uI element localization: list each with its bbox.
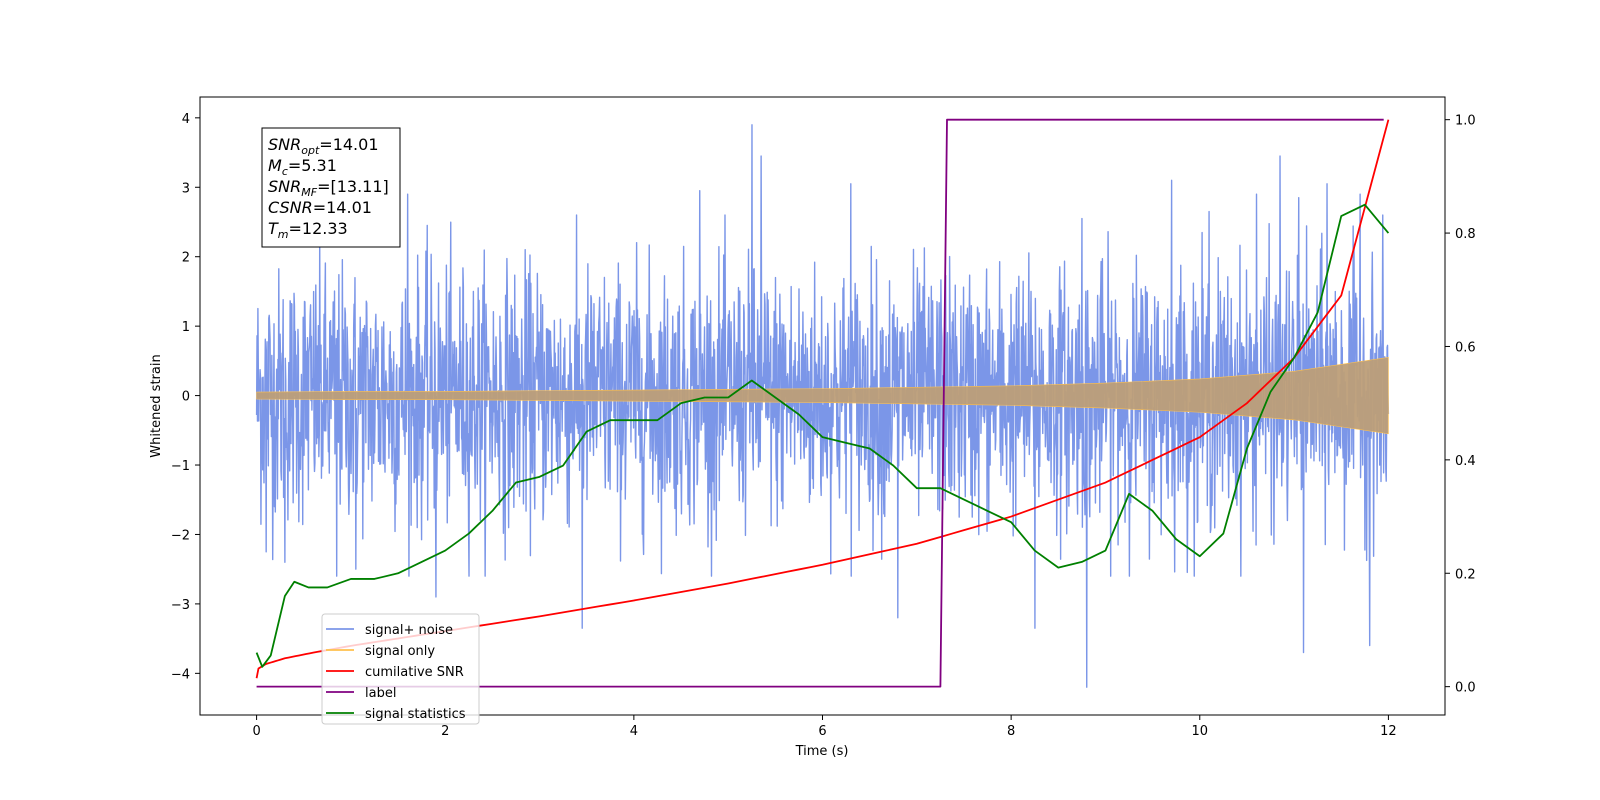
- legend-entry: signal statistics: [365, 707, 466, 722]
- y2-tick-label: 0.4: [1455, 454, 1476, 469]
- y-tick-label: 3: [182, 181, 190, 196]
- x-tick-label: 2: [441, 724, 449, 739]
- x-tick-label: 10: [1191, 724, 1208, 739]
- series-signal-statistics: [255, 203, 1390, 668]
- info-line: Mc=5.31: [268, 156, 337, 178]
- legend-entry: label: [365, 686, 396, 701]
- series-cumulative-snr: [255, 119, 1390, 679]
- y2-tick-label: 0.0: [1455, 681, 1476, 696]
- y2-tick-label: 0.8: [1455, 227, 1476, 242]
- info-line: SNRMF=[13.11]: [268, 177, 389, 199]
- y-tick-label: 1: [182, 320, 190, 335]
- y-tick-label: −1: [171, 459, 190, 474]
- info-line: SNRopt=14.01: [268, 135, 379, 157]
- series-signal-only: [256, 357, 1389, 435]
- y-tick-label: 2: [182, 251, 190, 266]
- x-axis-label: Time (s): [795, 744, 849, 759]
- info-box: SNRopt=14.01Mc=5.31SNRMF=[13.11]CSNR=14.…: [261, 127, 401, 248]
- y2-tick-label: 1.0: [1455, 114, 1476, 129]
- series-label: [256, 118, 1384, 688]
- x-tick-label: 0: [252, 724, 260, 739]
- legend-entry: signal+ noise: [365, 623, 453, 638]
- info-line: Tm=12.33: [268, 219, 348, 241]
- y-tick-label: 0: [182, 390, 190, 405]
- x-tick-label: 4: [630, 724, 638, 739]
- legend-entry: cumilative SNR: [365, 665, 464, 680]
- x-tick-label: 12: [1380, 724, 1397, 739]
- y-tick-label: −3: [171, 598, 190, 613]
- info-line: CSNR=14.01: [268, 198, 372, 217]
- y2-tick-label: 0.6: [1455, 340, 1476, 355]
- legend: signal+ noise signal only cumilative SNR la…: [321, 613, 480, 725]
- series-signal-noise: [255, 124, 1390, 688]
- y-tick-label: −4: [171, 667, 190, 682]
- x-tick-label: 8: [1007, 724, 1015, 739]
- y2-tick-label: 0.2: [1455, 567, 1476, 582]
- y-tick-label: −2: [171, 528, 190, 543]
- y-axis-label: Whitened strain: [149, 354, 164, 457]
- series-layer: [255, 118, 1390, 688]
- y-tick-label: 4: [182, 112, 190, 127]
- info-box-frame: [261, 127, 401, 248]
- legend-frame: [321, 613, 480, 725]
- legend-entry: signal only: [365, 644, 435, 659]
- x-tick-label: 6: [818, 724, 826, 739]
